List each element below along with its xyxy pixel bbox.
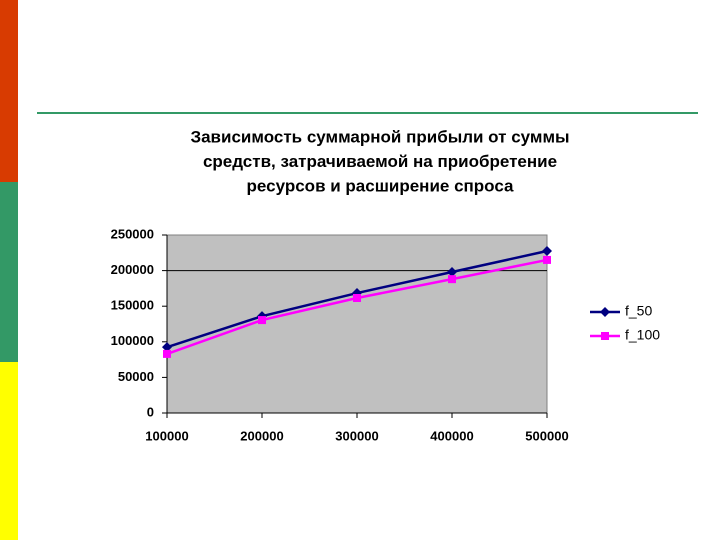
x-tick-label: 100000	[145, 428, 188, 443]
chart: Зависимость суммарной прибыли от суммы ср…	[111, 127, 661, 443]
y-tick-label: 250000	[111, 226, 154, 241]
x-tick-label: 200000	[240, 428, 283, 443]
marker	[600, 307, 610, 317]
chart-title: Зависимость суммарной прибыли от суммы	[190, 127, 569, 146]
accent-green	[0, 182, 18, 362]
marker	[601, 332, 609, 340]
accent-red	[0, 0, 18, 182]
marker	[258, 316, 266, 325]
marker	[163, 349, 171, 358]
y-tick-label: 100000	[111, 333, 154, 348]
accent-yellow	[0, 362, 18, 540]
plot-area	[166, 234, 548, 414]
chart-title: ресурсов и расширение спроса	[247, 176, 514, 195]
chart-title: средств, затрачиваемой на приобретение	[203, 152, 557, 171]
marker	[447, 267, 457, 278]
x-tick-label: 300000	[335, 428, 378, 443]
legend-label: f_100	[625, 327, 660, 343]
x-tick-label: 500000	[525, 428, 568, 443]
legend-label: f_50	[625, 303, 652, 319]
marker	[162, 342, 172, 353]
y-tick-label: 200000	[111, 262, 154, 277]
marker	[543, 255, 551, 264]
y-tick-label: 50000	[118, 369, 154, 384]
y-tick-label: 150000	[111, 298, 154, 313]
x-tick-label: 400000	[430, 428, 473, 443]
marker	[448, 275, 456, 284]
marker	[542, 246, 552, 257]
marker	[353, 294, 361, 303]
y-tick-label: 0	[147, 404, 154, 419]
